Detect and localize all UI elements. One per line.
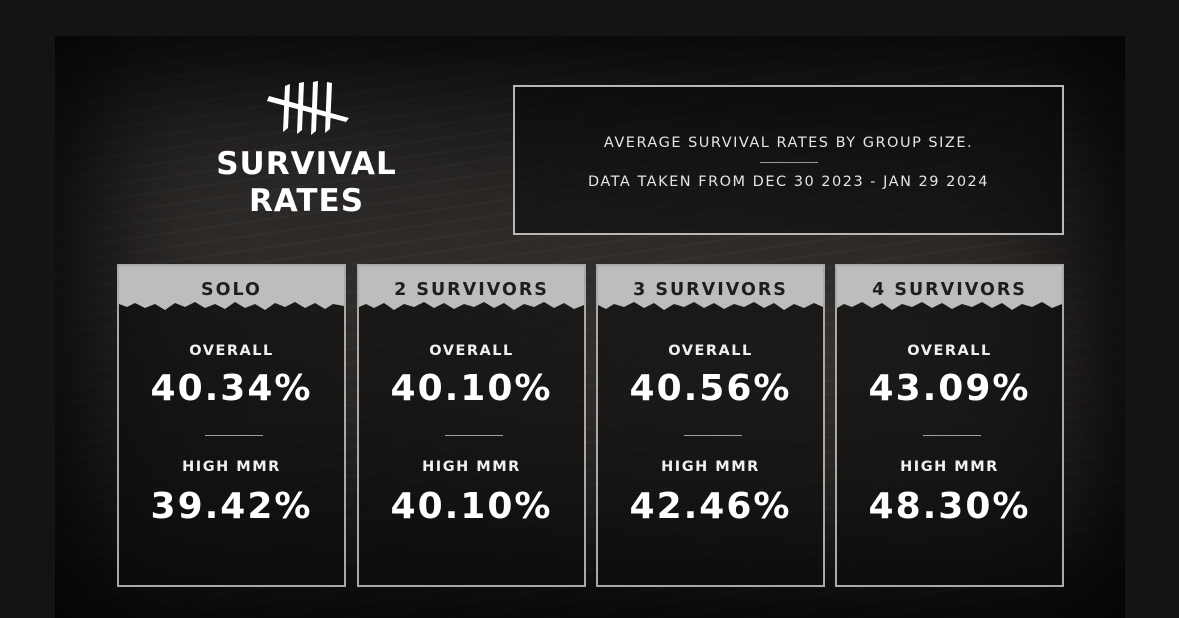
card-divider — [445, 435, 503, 436]
card-header: SOLO — [119, 266, 344, 318]
stat-card-2-survivors: 2 SURVIVORS OVERALL 40.10% HIGH MMR 40.1… — [357, 264, 586, 587]
card-header: 2 SURVIVORS — [359, 266, 584, 318]
overall-label: OVERALL — [189, 343, 274, 359]
title-line-2: RATES — [248, 183, 365, 219]
high-mmr-label: HIGH MMR — [182, 459, 281, 475]
info-divider — [760, 162, 818, 163]
title-line-1: SURVIVAL — [216, 146, 397, 182]
page-title: SURVIVAL RATES — [205, 146, 408, 220]
high-mmr-label: HIGH MMR — [422, 459, 521, 475]
overall-label: OVERALL — [907, 343, 992, 359]
card-title: 3 SURVIVORS — [633, 280, 788, 300]
high-mmr-value: 48.30% — [868, 486, 1031, 527]
info-description: AVERAGE SURVIVAL RATES BY GROUP SIZE. — [603, 135, 974, 151]
high-mmr-value: 40.10% — [390, 486, 553, 527]
torn-paper-band — [359, 266, 584, 310]
overall-value: 40.34% — [150, 368, 313, 409]
high-mmr-label: HIGH MMR — [661, 459, 760, 475]
overall-value: 40.56% — [629, 368, 792, 409]
torn-paper-band — [598, 266, 823, 310]
card-title: SOLO — [201, 280, 262, 300]
card-header: 3 SURVIVORS — [598, 266, 823, 318]
overall-label: OVERALL — [429, 343, 514, 359]
high-mmr-label: HIGH MMR — [900, 459, 999, 475]
card-title: 2 SURVIVORS — [394, 280, 549, 300]
card-divider — [205, 435, 263, 436]
torn-paper-band — [837, 266, 1062, 310]
high-mmr-value: 39.42% — [150, 486, 313, 527]
overall-value: 43.09% — [868, 368, 1031, 409]
card-divider — [684, 435, 742, 436]
torn-paper-band — [119, 266, 344, 310]
info-date-range: DATA TAKEN FROM DEC 30 2023 - JAN 29 202… — [587, 174, 990, 190]
card-title: 4 SURVIVORS — [872, 280, 1027, 300]
card-header: 4 SURVIVORS — [837, 266, 1062, 318]
stat-card-solo: SOLO OVERALL 40.34% HIGH MMR 39.42% — [117, 264, 346, 587]
info-box: AVERAGE SURVIVAL RATES BY GROUP SIZE. DA… — [513, 85, 1064, 235]
claw-marks-icon — [267, 81, 349, 135]
overall-value: 40.10% — [390, 368, 553, 409]
overall-label: OVERALL — [668, 343, 753, 359]
stat-card-4-survivors: 4 SURVIVORS OVERALL 43.09% HIGH MMR 48.3… — [835, 264, 1064, 587]
stat-card-3-survivors: 3 SURVIVORS OVERALL 40.56% HIGH MMR 42.4… — [596, 264, 825, 587]
infographic-canvas: SURVIVAL RATES AVERAGE SURVIVAL RATES BY… — [55, 36, 1125, 618]
high-mmr-value: 42.46% — [629, 486, 792, 527]
card-divider — [923, 435, 981, 436]
